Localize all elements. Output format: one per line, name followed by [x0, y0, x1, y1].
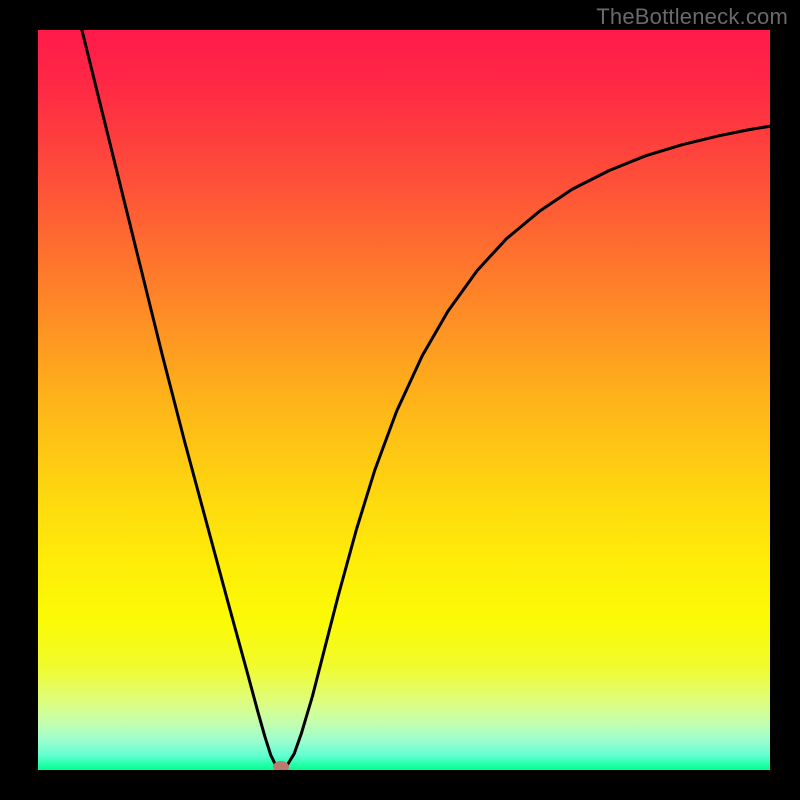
gradient-background: [38, 30, 770, 770]
plot-area: [38, 30, 770, 770]
watermark-text: TheBottleneck.com: [596, 4, 788, 30]
chart-viewport: TheBottleneck.com: [0, 0, 800, 800]
